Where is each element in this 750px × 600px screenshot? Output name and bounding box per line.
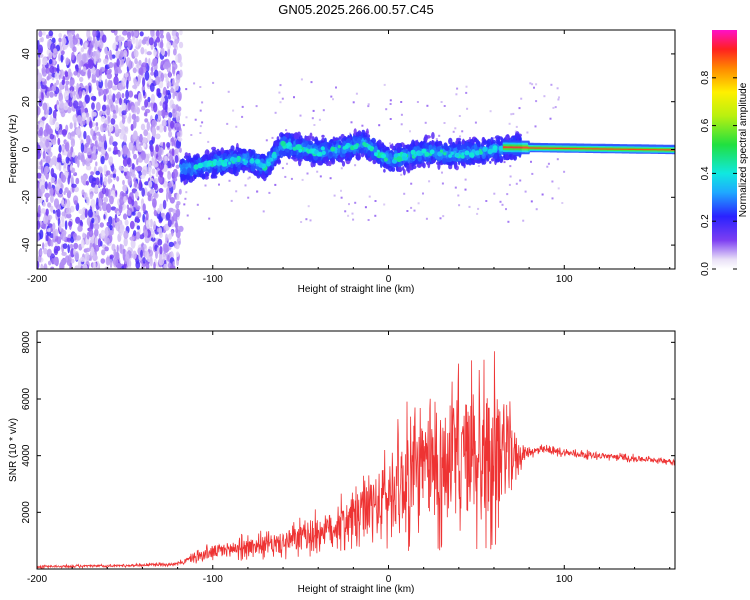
colorbar: [712, 30, 737, 269]
bottom-y-axis-label: SNR (10 * v/v): [8, 418, 19, 482]
bottom-y-tick-label: 6000: [21, 387, 32, 410]
top-y-tick-label: 0: [21, 146, 32, 152]
colorbar-tick-label: 0.4: [700, 166, 711, 180]
spectrogram: [37, 30, 675, 269]
top-x-tick-label: -100: [203, 274, 223, 285]
colorbar-tick-label: 0.0: [700, 262, 711, 276]
top-y-tick-label: -40: [21, 237, 32, 252]
top-x-tick-label: -200: [27, 274, 47, 285]
bottom-y-tick-label: 4000: [21, 444, 32, 467]
bottom-x-tick-label: -100: [203, 574, 223, 585]
bottom-x-tick-label: 100: [556, 574, 573, 585]
colorbar-tick-label: 0.8: [700, 70, 711, 84]
bottom-x-tick-label: 0: [386, 574, 392, 585]
colorbar-tick-label: 0.6: [700, 118, 711, 132]
bottom-x-axis-label: Height of straight line (km): [298, 584, 415, 595]
top-y-tick-label: 20: [21, 96, 32, 108]
colorbar-axis: 0.0 0.2 0.4 0.6 0.8: [700, 70, 737, 276]
bottom-x-tick-label: -200: [27, 574, 47, 585]
colorbar-label: Normalized spectral amplitude: [738, 82, 749, 217]
chart-title: GN05.2025.266.00.57.C45: [278, 2, 433, 17]
top-x-tick-label: 100: [556, 274, 573, 285]
bottom-y-tick-label: 2000: [21, 501, 32, 524]
snr-series-line: [37, 351, 675, 569]
top-y-tick-label: 40: [21, 48, 32, 60]
top-y-axis-label: Frequency (Hz): [8, 115, 19, 184]
colorbar-tick-label: 0.2: [700, 214, 711, 228]
bottom-plot-frame: [36, 330, 676, 570]
top-x-axis-label: Height of straight line (km): [298, 284, 415, 295]
top-y-tick-label: -20: [21, 190, 32, 205]
top-x-tick-label: 0: [386, 274, 392, 285]
bottom-y-tick-label: 8000: [21, 331, 32, 354]
bottom-axes: -200 -100 0 100 2000 4000 6000 8000: [21, 331, 675, 585]
